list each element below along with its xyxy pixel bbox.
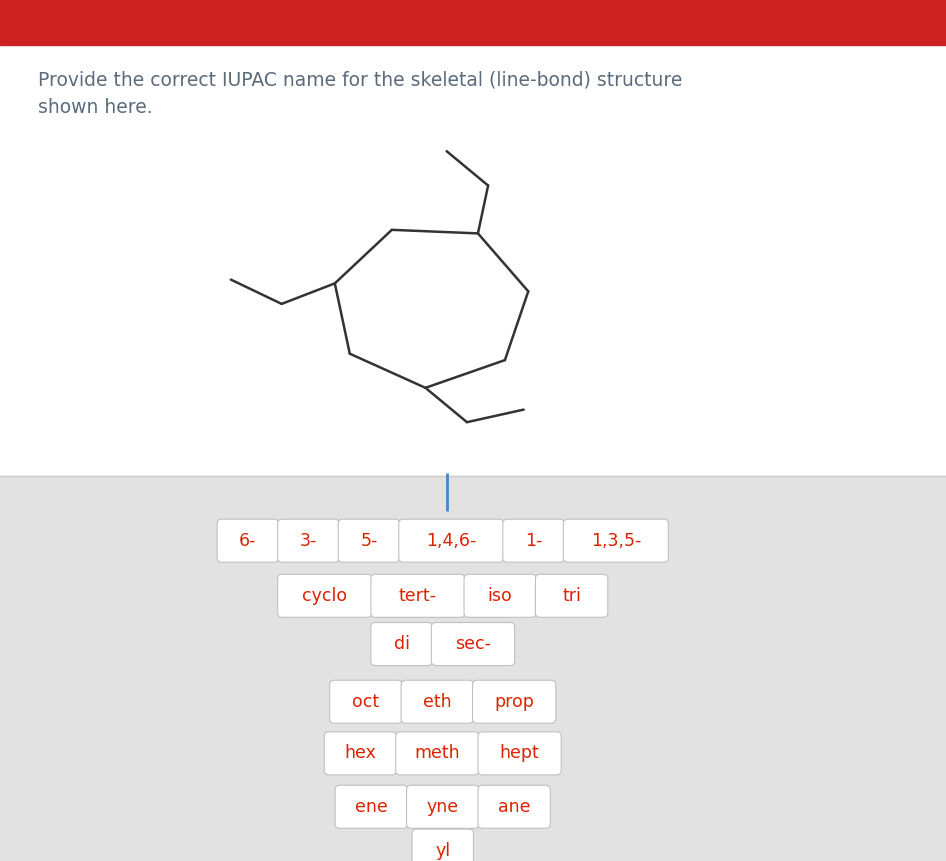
Text: ene: ene — [355, 798, 388, 815]
Text: cyclo: cyclo — [302, 587, 347, 604]
FancyBboxPatch shape — [335, 785, 408, 828]
FancyBboxPatch shape — [407, 785, 479, 828]
FancyBboxPatch shape — [399, 519, 503, 562]
Text: meth: meth — [414, 745, 460, 762]
FancyBboxPatch shape — [395, 732, 479, 775]
FancyBboxPatch shape — [278, 574, 372, 617]
Text: 5-: 5- — [360, 532, 377, 549]
Text: tri: tri — [562, 587, 581, 604]
Text: hex: hex — [344, 745, 377, 762]
FancyBboxPatch shape — [503, 519, 564, 562]
FancyBboxPatch shape — [330, 680, 402, 723]
FancyBboxPatch shape — [217, 519, 278, 562]
FancyBboxPatch shape — [564, 519, 668, 562]
FancyBboxPatch shape — [278, 519, 339, 562]
Text: eth: eth — [423, 693, 451, 710]
FancyBboxPatch shape — [371, 623, 432, 666]
Bar — [0, 0, 946, 476]
FancyBboxPatch shape — [478, 785, 551, 828]
FancyBboxPatch shape — [535, 574, 607, 617]
FancyBboxPatch shape — [431, 623, 515, 666]
Text: sec-: sec- — [455, 635, 491, 653]
FancyBboxPatch shape — [464, 574, 536, 617]
Text: Provide the correct IUPAC name for the skeletal (line-bond) structure
shown here: Provide the correct IUPAC name for the s… — [38, 71, 682, 117]
Text: oct: oct — [352, 693, 379, 710]
Text: 1-: 1- — [525, 532, 542, 549]
Text: 6-: 6- — [239, 532, 256, 549]
Text: ane: ane — [498, 798, 531, 815]
Bar — [0, 476, 946, 861]
Text: tert-: tert- — [399, 587, 437, 604]
FancyBboxPatch shape — [339, 519, 399, 562]
FancyBboxPatch shape — [473, 680, 556, 723]
FancyBboxPatch shape — [324, 732, 396, 775]
Text: yl: yl — [435, 842, 450, 859]
FancyBboxPatch shape — [478, 732, 561, 775]
FancyBboxPatch shape — [412, 829, 473, 861]
Text: iso: iso — [488, 587, 513, 604]
Text: 1,4,6-: 1,4,6- — [426, 532, 477, 549]
FancyBboxPatch shape — [371, 574, 465, 617]
FancyBboxPatch shape — [401, 680, 474, 723]
Text: yne: yne — [427, 798, 459, 815]
Text: prop: prop — [494, 693, 534, 710]
Text: 3-: 3- — [300, 532, 317, 549]
Text: di: di — [394, 635, 410, 653]
Bar — [0, 0, 946, 45]
Text: 1,3,5-: 1,3,5- — [590, 532, 641, 549]
Text: hept: hept — [499, 745, 539, 762]
